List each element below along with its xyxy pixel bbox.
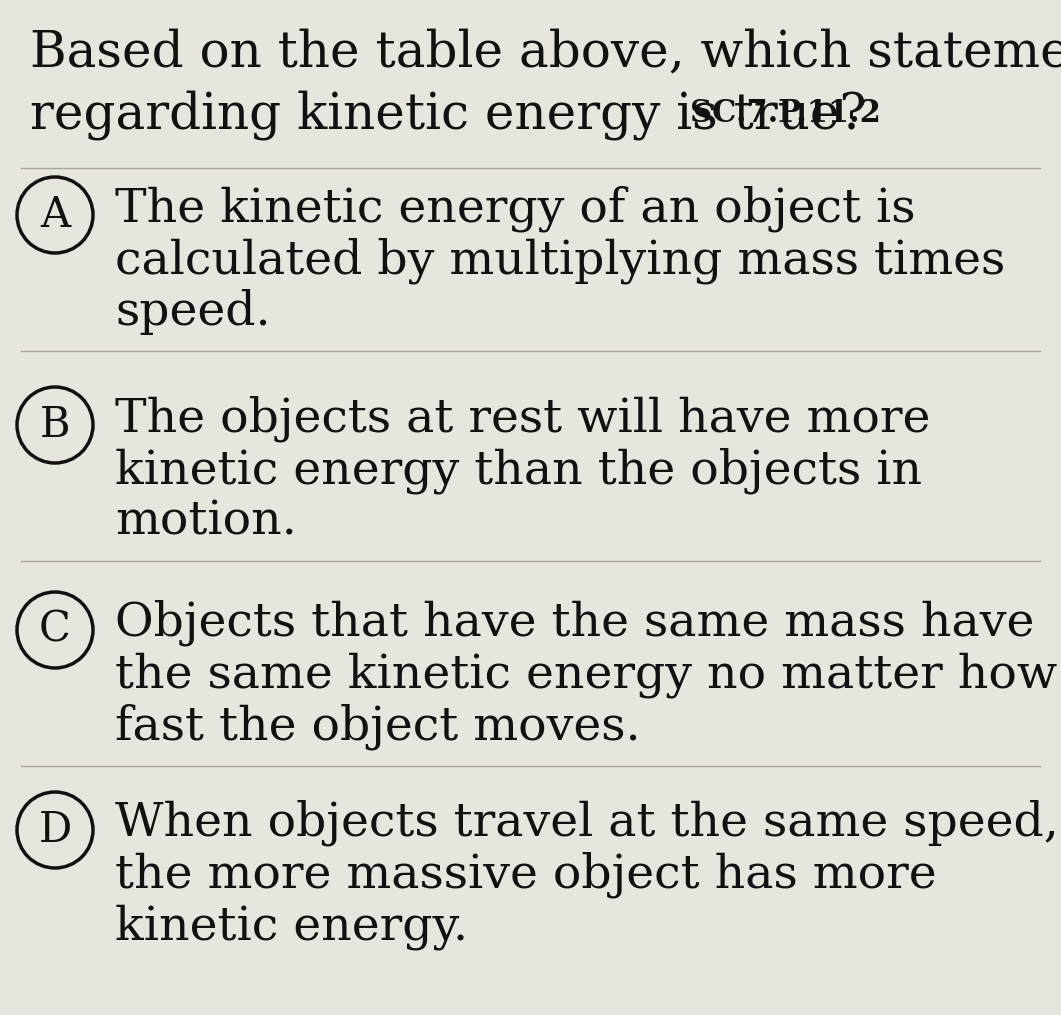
Text: The objects at rest will have more: The objects at rest will have more bbox=[115, 395, 930, 442]
Text: Objects that have the same mass have: Objects that have the same mass have bbox=[115, 600, 1034, 647]
Text: A: A bbox=[40, 194, 70, 236]
Text: the more massive object has more: the more massive object has more bbox=[115, 852, 937, 898]
Text: SC.7.P.11.2: SC.7.P.11.2 bbox=[690, 98, 881, 129]
Text: fast the object moves.: fast the object moves. bbox=[115, 704, 641, 750]
Text: D: D bbox=[38, 809, 72, 851]
Text: Based on the table above, which statement: Based on the table above, which statemen… bbox=[30, 28, 1061, 77]
Text: When objects travel at the same speed,: When objects travel at the same speed, bbox=[115, 800, 1059, 847]
Text: the same kinetic energy no matter how: the same kinetic energy no matter how bbox=[115, 652, 1057, 697]
Text: kinetic energy.: kinetic energy. bbox=[115, 904, 468, 950]
Text: regarding kinetic energy is true?: regarding kinetic energy is true? bbox=[30, 90, 882, 140]
Text: C: C bbox=[39, 609, 71, 651]
Text: motion.: motion. bbox=[115, 499, 297, 544]
Text: speed.: speed. bbox=[115, 289, 271, 335]
Text: B: B bbox=[39, 404, 70, 446]
Text: kinetic energy than the objects in: kinetic energy than the objects in bbox=[115, 447, 922, 493]
Text: calculated by multiplying mass times: calculated by multiplying mass times bbox=[115, 236, 1005, 283]
Text: The kinetic energy of an object is: The kinetic energy of an object is bbox=[115, 185, 916, 231]
